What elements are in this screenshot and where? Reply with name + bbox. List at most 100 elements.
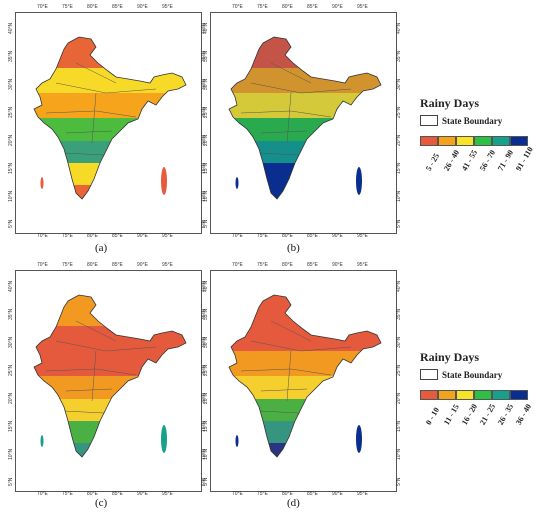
panel-label: (c) bbox=[95, 497, 108, 509]
lat-tick-label: 15°N bbox=[8, 420, 14, 432]
panel-label: (a) bbox=[95, 242, 108, 254]
state-boundary-line bbox=[63, 152, 105, 156]
lon-tick-label: 95°E bbox=[162, 233, 173, 239]
zone-band bbox=[34, 443, 186, 457]
zone-band bbox=[34, 141, 186, 163]
island bbox=[161, 167, 167, 195]
state-boundary-label: State Boundary bbox=[442, 369, 503, 380]
legend-swatches bbox=[420, 136, 548, 146]
lon-tick-label: 85°E bbox=[307, 233, 318, 239]
lat-tick-label: 15°N bbox=[203, 162, 209, 174]
state-boundaries bbox=[240, 320, 352, 414]
lon-tick-label: 90°E bbox=[332, 4, 343, 10]
lon-tick-label: 80°E bbox=[87, 4, 98, 10]
island bbox=[40, 177, 44, 189]
legend-bins: 5 - 25 26 - 40 41 - 55 56 - 70 71 - 90 91 - 1… bbox=[420, 145, 548, 194]
lat-tick-label: 40°N bbox=[396, 22, 402, 34]
zone-band bbox=[34, 118, 186, 141]
state-boundary-line bbox=[270, 320, 312, 342]
lat-tick-label: 35°N bbox=[203, 308, 209, 320]
lon-tick-label: 90°E bbox=[137, 262, 148, 268]
zone-band bbox=[34, 399, 186, 421]
lat-tick-label: 5°N bbox=[203, 477, 209, 486]
zone-band bbox=[34, 37, 186, 68]
lon-tick-label: 80°E bbox=[87, 262, 98, 268]
legend-swatches bbox=[420, 390, 548, 400]
zone-band bbox=[229, 185, 381, 199]
lat-tick-label: 30°N bbox=[8, 78, 14, 90]
lon-tick-label: 80°E bbox=[87, 233, 98, 239]
zone-band bbox=[229, 141, 381, 163]
state-boundary-swatch bbox=[420, 115, 438, 126]
lat-tick-label: 5°N bbox=[396, 219, 402, 228]
state-boundary-line bbox=[270, 62, 312, 84]
island bbox=[161, 425, 167, 453]
lon-tick-label: 90°E bbox=[137, 491, 148, 497]
lat-tick-label: 40°N bbox=[203, 22, 209, 34]
panel-label: (b) bbox=[287, 242, 300, 254]
lat-tick-label: 30°N bbox=[396, 336, 402, 348]
lat-tick-label: 35°N bbox=[8, 50, 14, 62]
lon-tick-label: 85°E bbox=[307, 491, 318, 497]
lon-tick-label: 75°E bbox=[62, 233, 73, 239]
map-panel-c: (c) 70°E 70°E 75°E 75°E 80°E 80°E 85°E 85°E 90°E… bbox=[0, 258, 210, 515]
lat-tick-label: 30°N bbox=[396, 78, 402, 90]
lat-tick-label: 15°N bbox=[8, 162, 14, 174]
lat-tick-label: 25°N bbox=[203, 106, 209, 118]
map-panel-b: (b) 70°E 70°E 75°E 75°E 80°E 80°E 85°E 85°E 90°E… bbox=[195, 0, 405, 260]
lon-tick-label: 85°E bbox=[112, 491, 123, 497]
lat-tick-label: 20°N bbox=[203, 134, 209, 146]
lat-tick-label: 30°N bbox=[203, 336, 209, 348]
legend-title: Rainy Days bbox=[420, 96, 480, 110]
panel-label: (d) bbox=[287, 497, 300, 509]
lat-tick-label: 25°N bbox=[8, 364, 14, 376]
lat-tick-label: 20°N bbox=[396, 392, 402, 404]
lat-tick-label: 40°N bbox=[396, 280, 402, 292]
zone-band bbox=[229, 351, 381, 376]
legend-swatch bbox=[420, 136, 438, 146]
state-boundary-line bbox=[286, 350, 292, 402]
lon-tick-label: 70°E bbox=[37, 491, 48, 497]
state-boundary-line bbox=[65, 388, 113, 392]
legend-bin-label: 41 - 55 bbox=[460, 148, 480, 173]
lon-tick-label: 85°E bbox=[112, 233, 123, 239]
zone-band bbox=[229, 295, 381, 326]
lat-tick-label: 5°N bbox=[8, 219, 14, 228]
state-boundary-swatch bbox=[420, 369, 438, 380]
lat-tick-label: 15°N bbox=[396, 420, 402, 432]
map-frame bbox=[210, 12, 397, 234]
legend-swatch bbox=[456, 136, 474, 146]
lon-tick-label: 90°E bbox=[137, 4, 148, 10]
island bbox=[356, 425, 362, 453]
legend-bin-label: 56 - 70 bbox=[478, 148, 498, 173]
legend-swatch bbox=[492, 390, 510, 400]
india-map bbox=[228, 36, 382, 200]
lat-tick-label: 25°N bbox=[8, 106, 14, 118]
zone-band bbox=[229, 443, 381, 457]
state-boundary-line bbox=[240, 110, 332, 118]
map-frame bbox=[210, 270, 397, 492]
legend-bins: 0 - 10 11 - 15 16 - 20 21 - 25 26 - 35 36 - 4… bbox=[420, 402, 548, 448]
india-map bbox=[228, 294, 382, 458]
legend-swatch bbox=[474, 390, 492, 400]
state-boundary-line bbox=[260, 130, 308, 134]
lon-tick-label: 95°E bbox=[162, 491, 173, 497]
legend-swatch bbox=[492, 136, 510, 146]
zone-band bbox=[229, 421, 381, 443]
legend-swatch bbox=[420, 390, 438, 400]
lat-tick-label: 10°N bbox=[203, 448, 209, 460]
legend-bin-label: 36 - 40 bbox=[514, 402, 534, 427]
island bbox=[235, 177, 239, 189]
legend-bin-label: 21 - 25 bbox=[478, 402, 498, 427]
state-boundary-line bbox=[55, 340, 157, 352]
zone-band bbox=[34, 295, 186, 326]
legend-bin-label: 26 - 40 bbox=[442, 148, 462, 173]
state-boundary-line bbox=[258, 152, 300, 156]
legend-swatch bbox=[438, 136, 456, 146]
state-boundary-line bbox=[55, 82, 157, 94]
legend-swatch bbox=[438, 390, 456, 400]
state-boundary-key: State Boundary bbox=[420, 369, 548, 380]
state-boundary-line bbox=[260, 388, 308, 392]
state-boundary-line bbox=[91, 350, 97, 402]
lon-tick-label: 95°E bbox=[357, 262, 368, 268]
